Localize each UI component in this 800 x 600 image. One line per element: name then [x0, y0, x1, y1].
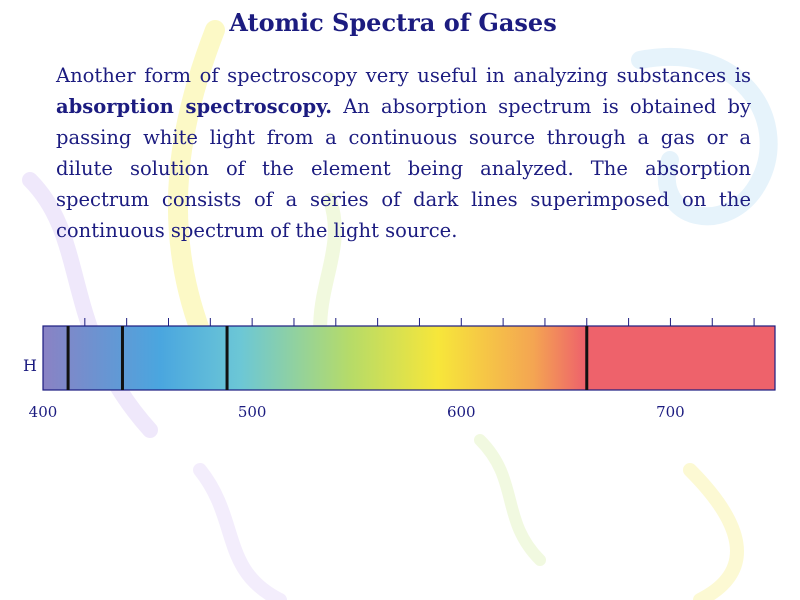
tick-label: 400	[29, 403, 58, 421]
yellow-swirl-right	[683, 463, 744, 600]
spectrum-band	[42, 325, 776, 391]
hydrogen-absorption-spectrum: H 400 500 600 700	[23, 318, 776, 421]
paragraph-rest: An absorption spectrum is obtained by pa…	[56, 95, 751, 242]
tick-label: 500	[238, 403, 267, 421]
absorption-lines	[66, 326, 589, 390]
body-paragraph: Another form of spectroscopy very useful…	[56, 60, 751, 246]
blue-swirl	[631, 47, 778, 226]
yellow-swirl	[167, 20, 225, 340]
paragraph-intro: Another form of spectroscopy very useful…	[56, 64, 751, 87]
axis-ticks	[84, 318, 755, 326]
axis-tick-labels: 400 500 600 700	[29, 403, 685, 421]
purple-swirl-bottom	[193, 463, 287, 600]
element-label: H	[23, 356, 37, 375]
paragraph-term: absorption spectroscopy.	[56, 95, 333, 118]
lime-swirl-bottom	[474, 434, 546, 566]
tick-label: 600	[447, 403, 476, 421]
purple-swirl	[22, 172, 158, 438]
slide-title: Atomic Spectra of Gases	[229, 8, 557, 37]
tick-label: 700	[656, 403, 685, 421]
